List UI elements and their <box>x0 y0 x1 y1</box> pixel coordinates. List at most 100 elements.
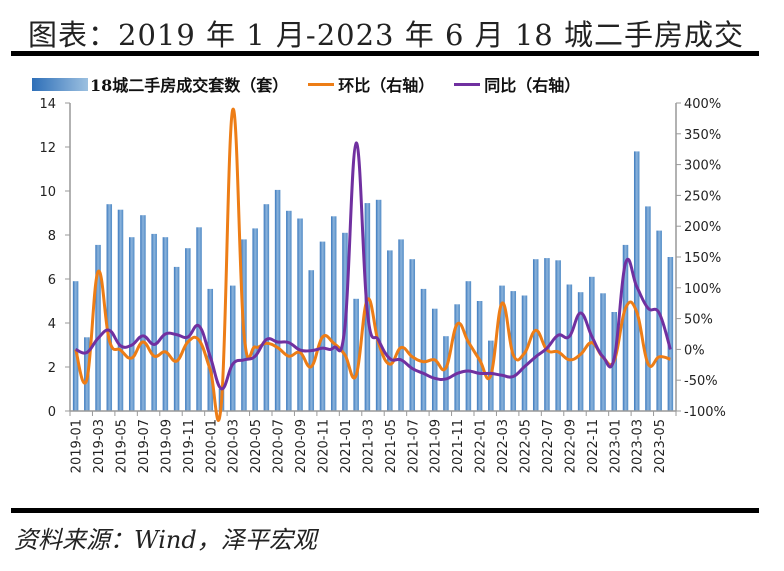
x-tick-label: 2022-07 <box>541 419 556 473</box>
x-tick-label: 2020-09 <box>294 419 309 473</box>
bar <box>443 336 449 411</box>
x-tick-label: 2020-03 <box>227 419 242 473</box>
left-tick-label: 2 <box>48 361 56 376</box>
legend-item-yoy: 同比（右轴） <box>454 72 580 96</box>
left-tick-label: 0 <box>48 405 56 420</box>
x-tick-label: 2019-07 <box>137 419 152 473</box>
x-tick-label: 2021-09 <box>429 419 444 473</box>
bar <box>207 288 214 411</box>
tick-labels: 0 2 4 6 8 10 12 14 -100% -50% 0% 50% 100% 150% 200% 250… <box>39 97 725 473</box>
bar <box>229 285 236 411</box>
x-tick-label: 2019-09 <box>159 419 174 473</box>
line-series <box>74 108 672 422</box>
bar <box>532 259 539 411</box>
bar <box>633 151 640 411</box>
legend-swatch-mom <box>308 82 335 86</box>
legend-label-volume: 18城二手房成交套数（套） <box>90 76 289 95</box>
bar <box>387 250 393 411</box>
bar <box>140 215 146 411</box>
left-tick-label: 12 <box>39 141 56 156</box>
left-tick-label: 6 <box>48 273 56 288</box>
bar-series <box>72 151 674 411</box>
bar <box>330 216 337 411</box>
left-tick-label: 4 <box>48 317 56 332</box>
bar <box>173 266 180 411</box>
bar <box>274 189 281 411</box>
legend: 18城二手房成交套数（套） 环比（右轴） 同比（右轴） <box>32 72 600 96</box>
bar <box>263 204 270 411</box>
bar <box>577 292 584 411</box>
bar <box>476 301 483 411</box>
bar <box>409 259 416 411</box>
chart-title: 图表：2019 年 1 月-2023 年 6 月 18 城二手房成交 <box>28 18 744 52</box>
x-tick-label: 2020-11 <box>317 419 332 473</box>
bar <box>319 241 326 411</box>
legend-item-mom: 环比（右轴） <box>308 72 434 96</box>
legend-swatch-bar <box>32 77 88 91</box>
bar <box>353 298 359 411</box>
bar <box>162 237 169 411</box>
bar <box>196 227 202 411</box>
axes <box>65 102 681 416</box>
bar <box>622 244 629 411</box>
x-tick-label: 2022-05 <box>519 419 534 473</box>
right-tick-label: 100% <box>684 282 721 297</box>
right-tick-label: 400% <box>684 97 721 112</box>
x-tick-label: 2019-03 <box>92 419 107 473</box>
bar <box>465 281 472 411</box>
x-tick-label: 2021-11 <box>451 419 466 473</box>
x-tick-label: 2021-07 <box>406 419 421 473</box>
bar <box>656 230 662 411</box>
x-tick-label: 2022-11 <box>586 419 601 473</box>
x-tick-label: 2021-01 <box>339 419 354 473</box>
bar <box>600 293 606 411</box>
x-tick-label: 2022-01 <box>474 419 489 473</box>
right-tick-label: 350% <box>684 128 721 143</box>
legend-swatch-yoy <box>454 82 481 86</box>
bar <box>454 304 460 411</box>
right-tick-label: -50% <box>684 374 718 389</box>
bar <box>308 270 315 411</box>
mom-line <box>74 108 671 422</box>
bar <box>667 257 674 411</box>
x-tick-label: 2023-01 <box>608 419 623 473</box>
x-tick-label: 2023-05 <box>653 419 668 473</box>
x-tick-label: 2019-01 <box>70 419 85 473</box>
bar <box>185 248 191 411</box>
source-divider <box>11 508 759 513</box>
bar <box>252 228 258 411</box>
left-tick-label: 8 <box>48 229 56 244</box>
left-tick-label: 14 <box>39 97 56 112</box>
bar <box>566 284 573 411</box>
x-tick-label: 2021-03 <box>361 419 376 473</box>
x-tick-label: 2020-01 <box>204 419 219 473</box>
bar <box>375 199 382 411</box>
x-tick-label: 2019-05 <box>115 419 130 473</box>
x-tick-label: 2022-03 <box>496 419 511 473</box>
left-tick-label: 10 <box>39 185 56 200</box>
right-tick-label: 150% <box>684 251 721 266</box>
right-tick-label: 200% <box>684 220 721 235</box>
x-tick-label: 2023-03 <box>631 419 646 473</box>
bar <box>151 233 157 411</box>
x-tick-label: 2019-11 <box>182 419 197 473</box>
x-tick-label: 2021-05 <box>384 419 399 473</box>
bar <box>106 204 113 411</box>
bar <box>72 281 79 411</box>
right-tick-label: 300% <box>684 159 721 174</box>
title-divider <box>11 51 759 56</box>
right-tick-label: 0% <box>684 343 705 358</box>
bar <box>544 258 550 411</box>
source-note: 资料来源：Wind，泽平宏观 <box>14 526 317 554</box>
bar <box>117 209 124 411</box>
legend-label-mom: 环比（右轴） <box>338 76 435 95</box>
x-tick-label: 2020-05 <box>249 419 264 473</box>
bar <box>95 244 101 411</box>
legend-item-volume: 18城二手房成交套数（套） <box>32 72 288 96</box>
bar <box>420 288 427 411</box>
right-tick-label: 50% <box>684 313 713 328</box>
right-tick-label: -100% <box>684 405 726 420</box>
bar <box>286 210 292 411</box>
legend-label-yoy: 同比（右轴） <box>484 76 581 95</box>
